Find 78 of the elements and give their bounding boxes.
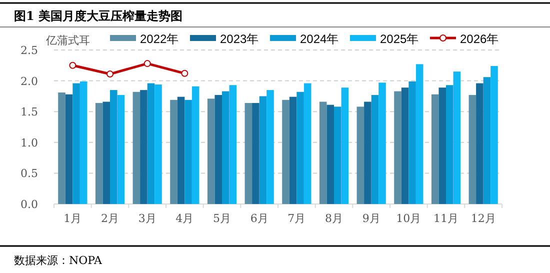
bar [244, 102, 252, 204]
bar [132, 92, 140, 204]
y-tick-label: 1.0 [20, 136, 38, 150]
legend-label: 2023年 [220, 32, 259, 46]
bar [259, 96, 267, 204]
legend-label: 2022年 [140, 32, 179, 46]
bar [319, 102, 327, 204]
legend-label: 2024年 [300, 32, 339, 46]
bar [490, 66, 498, 204]
y-axis-title: 亿蒲式耳 [45, 34, 90, 47]
bar [408, 81, 416, 204]
legend-label: 2026年 [460, 32, 499, 46]
bar [371, 94, 379, 204]
bar [154, 84, 162, 204]
source-note: 数据来源：NOPA [14, 254, 104, 267]
x-tick-label: 10月 [396, 212, 422, 225]
y-tick-label: 1.5 [20, 106, 38, 119]
bar [252, 102, 260, 204]
bar [289, 96, 297, 204]
bar [65, 94, 73, 204]
bar [431, 94, 439, 204]
bar [483, 77, 491, 204]
bar [207, 98, 215, 204]
bar [394, 91, 402, 204]
bar [356, 106, 364, 204]
point [144, 60, 151, 68]
x-tick-label: 2月 [101, 212, 119, 225]
bar [446, 85, 454, 204]
x-tick-label: 8月 [325, 212, 343, 225]
bar [95, 102, 103, 204]
y-tick-label: 2.5 [20, 44, 38, 57]
bar [476, 83, 484, 204]
bar [341, 88, 349, 204]
y-tick-label: 2.0 [20, 74, 38, 88]
x-tick-label: 7月 [288, 212, 306, 225]
bar [117, 94, 125, 204]
bar [364, 102, 372, 204]
point [69, 62, 76, 69]
bar [72, 83, 80, 204]
bar [140, 90, 148, 204]
legend-label: 2025年 [380, 32, 419, 46]
bar [304, 83, 312, 204]
x-tick-label: 9月 [362, 212, 380, 225]
bar [453, 72, 461, 204]
bar [401, 88, 409, 204]
bar [282, 100, 290, 204]
bar [214, 94, 222, 204]
bar [58, 92, 66, 204]
x-tick-label: 12月 [470, 212, 496, 225]
bar [110, 90, 118, 204]
bar [416, 64, 424, 204]
x-tick-label: 3月 [138, 212, 156, 225]
chart-title: 图1 美国月度大豆压榨量走势图 [14, 9, 183, 23]
bar [468, 94, 476, 204]
x-tick-label: 5月 [213, 212, 231, 225]
point [181, 70, 188, 77]
x-tick-label: 4月 [176, 212, 194, 225]
bar [222, 91, 230, 204]
bar [296, 92, 304, 204]
bar [80, 81, 88, 204]
bar [438, 88, 446, 204]
x-tick-label: 11月 [434, 212, 458, 225]
bar [266, 90, 274, 204]
bar [184, 100, 192, 204]
bar [177, 96, 185, 204]
y-tick-label: 0.5 [20, 167, 38, 180]
bar [170, 100, 178, 204]
bar [147, 83, 155, 204]
bar [192, 86, 200, 204]
x-tick-label: 6月 [250, 212, 268, 225]
point [106, 70, 114, 78]
bar [102, 102, 110, 204]
bar [334, 106, 342, 204]
bar [378, 82, 386, 204]
y-tick-label: 0.0 [20, 198, 38, 211]
x-tick-label: 1月 [64, 212, 82, 225]
bar [326, 104, 334, 204]
bar [229, 85, 237, 204]
